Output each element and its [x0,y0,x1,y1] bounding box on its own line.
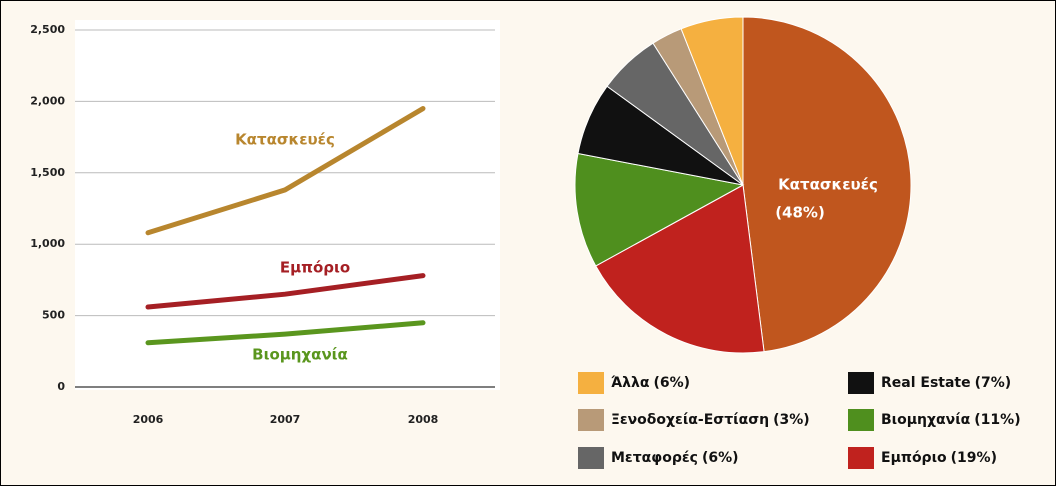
legend-value: (7%) [975,375,1012,391]
y-tick-label: 1,500 [30,166,65,179]
legend-name: Βιομηχανία [881,412,971,428]
y-tick-label: 2,000 [30,94,65,107]
legend-swatch [848,447,874,469]
plot-area [75,20,500,390]
legend-value: (6%) [654,375,691,391]
legend-label: Εμπόριο (19%) [881,450,997,466]
legend-label: Βιομηχανία (11%) [881,412,1021,428]
x-tick-label: 2008 [408,413,439,426]
pie-slice [595,184,765,354]
legend-label: Μεταφορές (6%) [611,450,739,466]
legend-value: (11%) [974,412,1020,428]
legend-swatch [578,372,604,394]
series-label: Εμπόριο [280,259,350,277]
y-tick-label: 2,500 [30,23,65,36]
legend-swatch [848,372,874,394]
slice-label: Κατασκευές [778,176,878,194]
legend-swatch [848,409,874,431]
pie-slice [680,16,744,186]
legend-label: Real Estate (7%) [881,375,1011,391]
legend-name: Εμπόριο [881,450,947,466]
legend-label: Ξενοδοχεία-Εστίαση (3%) [611,412,810,428]
y-tick-label: 1,000 [30,237,65,250]
pie-slice [574,152,745,267]
legend-name: Μεταφορές [611,450,698,466]
legend-name: Ξενοδοχεία-Εστίαση [611,412,769,428]
legend-name: Real Estate [881,375,971,391]
pie-slice [742,16,912,353]
legend-value: (3%) [773,412,810,428]
legend-name: Άλλα [611,375,650,391]
legend-value: (6%) [702,450,739,466]
series-line [145,106,426,236]
legend-swatch [578,447,604,469]
series-label: Βιομηχανία [252,346,348,364]
y-tick-label: 0 [57,380,65,393]
legend-swatch [578,409,604,431]
legend-label: Άλλα (6%) [611,375,690,391]
x-tick-label: 2006 [133,413,164,426]
series-label: Κατασκευές [235,131,335,149]
legend-value: (19%) [951,450,997,466]
slice-value-label: (48%) [775,204,825,222]
y-tick-label: 500 [42,309,65,322]
series-line [145,273,426,310]
x-tick-label: 2007 [270,413,301,426]
series-line [145,320,426,346]
